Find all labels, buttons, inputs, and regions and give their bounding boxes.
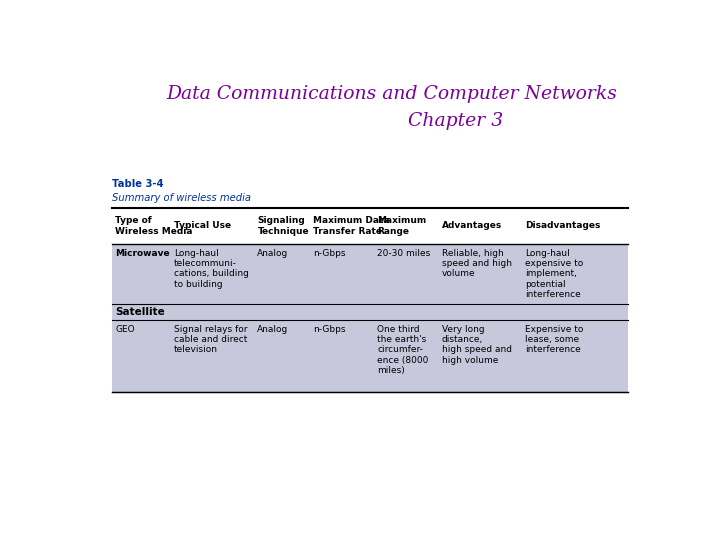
Text: Reliable, high
speed and high
volume: Reliable, high speed and high volume bbox=[441, 248, 511, 279]
Text: Summary of wireless media: Summary of wireless media bbox=[112, 193, 251, 203]
Text: GEO: GEO bbox=[115, 325, 135, 334]
Text: Signaling
Technique: Signaling Technique bbox=[258, 216, 309, 235]
Text: Satellite: Satellite bbox=[115, 307, 165, 317]
Text: Expensive to
lease, some
interference: Expensive to lease, some interference bbox=[526, 325, 584, 354]
Text: Typical Use: Typical Use bbox=[174, 221, 231, 231]
Text: Table 3-4: Table 3-4 bbox=[112, 179, 164, 189]
Text: Data Communications and Computer Networks: Data Communications and Computer Network… bbox=[166, 85, 617, 103]
Text: Very long
distance,
high speed and
high volume: Very long distance, high speed and high … bbox=[441, 325, 511, 365]
Bar bbox=[112, 244, 629, 304]
Text: Advantages: Advantages bbox=[441, 221, 502, 231]
Bar bbox=[112, 208, 629, 244]
Text: Maximum Data
Transfer Rate: Maximum Data Transfer Rate bbox=[313, 216, 390, 235]
Text: 20-30 miles: 20-30 miles bbox=[377, 248, 431, 258]
Text: Microwave: Microwave bbox=[115, 248, 170, 258]
Text: Type of
Wireless Media: Type of Wireless Media bbox=[115, 216, 193, 235]
Text: Disadvantages: Disadvantages bbox=[526, 221, 600, 231]
Text: Signal relays for
cable and direct
television: Signal relays for cable and direct telev… bbox=[174, 325, 247, 354]
Text: n-Gbps: n-Gbps bbox=[313, 248, 346, 258]
Text: Analog: Analog bbox=[258, 325, 289, 334]
Text: Long-haul
expensive to
implement,
potential
interference: Long-haul expensive to implement, potent… bbox=[526, 248, 583, 299]
Text: n-Gbps: n-Gbps bbox=[313, 325, 346, 334]
Text: One third
the earth's
circumfer-
ence (8000
miles): One third the earth's circumfer- ence (8… bbox=[377, 325, 428, 375]
Bar bbox=[112, 304, 629, 320]
Bar bbox=[112, 320, 629, 393]
Text: Maximum
Range: Maximum Range bbox=[377, 216, 427, 235]
Text: Chapter 3: Chapter 3 bbox=[408, 112, 503, 130]
Text: Long-haul
telecommuni-
cations, building
to building: Long-haul telecommuni- cations, building… bbox=[174, 248, 248, 289]
Text: Analog: Analog bbox=[258, 248, 289, 258]
